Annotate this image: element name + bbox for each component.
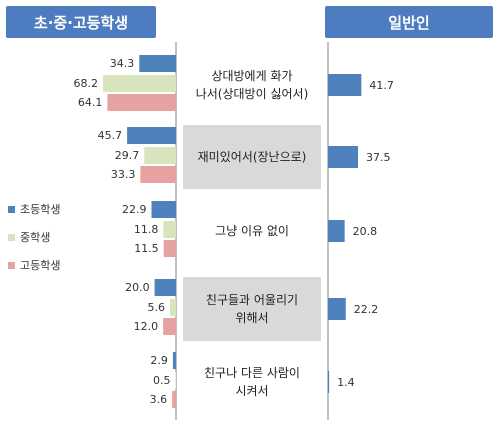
bar-adult [328,298,346,320]
bar-elementary [154,279,176,296]
value-label-elementary: 34.3 [110,57,135,70]
value-label-adult: 41.7 [369,79,394,92]
legend-label-high: 고등학생 [20,259,61,272]
value-label-middle: 11.8 [134,223,159,236]
value-label-high: 3.6 [150,393,168,406]
value-label-high: 12.0 [134,320,159,333]
category-highlight-box [183,277,321,341]
bar-adult [328,220,345,242]
value-label-high: 33.3 [111,168,136,181]
value-label-middle: 0.5 [153,374,171,387]
value-label-adult: 20.8 [353,225,378,238]
bar-high [163,318,176,335]
value-label-elementary: 2.9 [150,354,168,367]
value-label-high: 64.1 [78,96,103,109]
bar-adult [328,74,362,96]
bar-high [163,240,176,257]
legend-swatch-high [8,261,15,269]
category-highlight-box [183,125,321,189]
category-label: 친구나 다른 사람이 [204,366,300,380]
legend-swatch-middle [8,233,15,241]
category-label: 그냥 이유 없이 [215,224,289,238]
category-label: 친구들과 어울리기 [206,293,298,307]
legend-item-high: 고등학생 [8,251,60,279]
bar-elementary [127,127,176,144]
value-label-adult: 1.4 [337,376,355,389]
legend: 초등학생 중학생 고등학생 [8,195,60,279]
bar-middle [103,75,176,92]
legend-item-elementary: 초등학생 [8,195,60,223]
category-label: 상대방에게 화가 [211,69,292,83]
legend-swatch-elementary [8,205,15,213]
bar-middle [175,372,176,389]
header-adults: 일반인 [325,6,493,38]
bar-adult [328,371,330,393]
bar-elementary [139,55,176,72]
bar-adult [328,146,358,168]
value-label-middle: 5.6 [148,301,166,314]
bar-high [140,166,176,183]
value-label-elementary: 22.9 [122,203,147,216]
value-label-adult: 37.5 [366,151,391,164]
bar-middle [170,299,176,316]
bar-high [172,391,176,408]
legend-item-middle: 중학생 [8,223,60,251]
value-label-adult: 22.2 [354,303,379,316]
bar-elementary [172,352,176,369]
value-label-elementary: 45.7 [98,129,123,142]
legend-label-elementary: 초등학생 [20,203,61,216]
value-label-high: 11.5 [134,242,159,255]
category-label: 시켜서 [235,384,268,398]
legend-label-middle: 중학생 [20,231,51,244]
value-label-middle: 68.2 [74,77,99,90]
value-label-elementary: 20.0 [125,281,150,294]
category-label: 재미있어서(장난으로) [198,150,307,164]
category-label: 나서(상대방이 싫어서) [196,87,309,101]
value-label-middle: 29.7 [115,149,140,162]
bar-middle [144,147,176,164]
bar-middle [163,221,176,238]
category-label: 위해서 [235,311,268,325]
header-students: 초·중·고등학생 [6,6,156,38]
bar-elementary [151,201,176,218]
bar-high [107,94,176,111]
